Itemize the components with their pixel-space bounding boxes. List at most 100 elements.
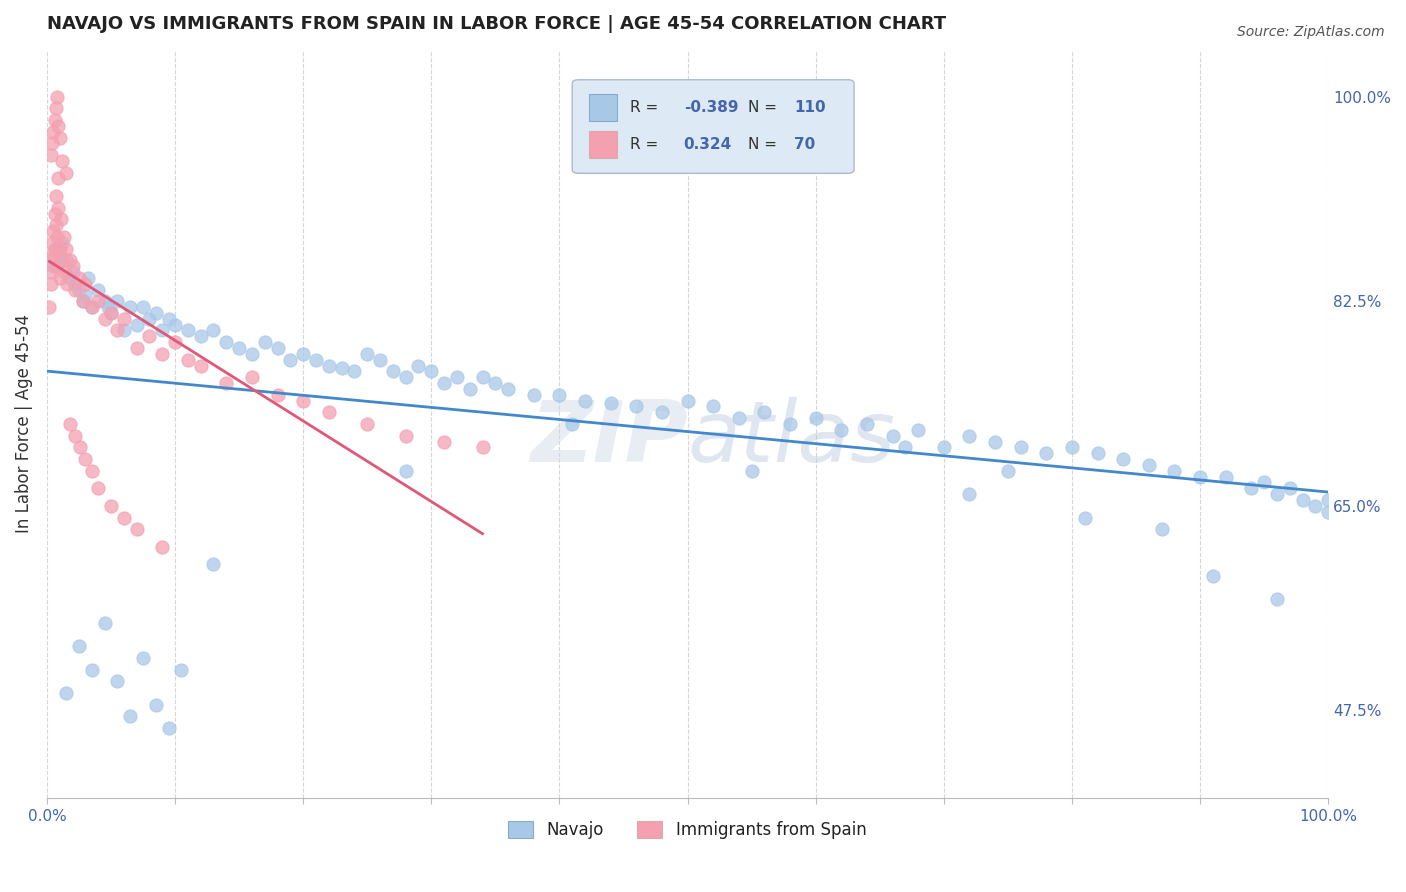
Point xyxy=(318,359,340,373)
Point xyxy=(1202,569,1225,583)
FancyBboxPatch shape xyxy=(589,94,617,121)
Point xyxy=(75,452,97,467)
Point xyxy=(80,464,103,478)
Point xyxy=(1112,452,1135,467)
Point xyxy=(100,306,122,320)
Point xyxy=(318,405,340,419)
Point xyxy=(48,171,70,186)
Legend: Navajo, Immigrants from Spain: Navajo, Immigrants from Spain xyxy=(502,814,873,846)
Point xyxy=(907,423,929,437)
Point xyxy=(1240,481,1263,495)
Point xyxy=(830,423,852,437)
Point xyxy=(59,417,82,431)
Point xyxy=(395,464,418,478)
Point xyxy=(105,674,128,689)
Point xyxy=(87,283,110,297)
Point xyxy=(177,323,200,337)
Point xyxy=(75,277,97,291)
Point xyxy=(93,311,115,326)
Point xyxy=(59,270,82,285)
Point xyxy=(984,434,1007,449)
Point xyxy=(157,311,180,326)
Point xyxy=(69,441,91,455)
Point xyxy=(523,388,546,402)
Point xyxy=(305,352,328,367)
Point xyxy=(676,393,699,408)
Point xyxy=(240,347,263,361)
Point xyxy=(80,300,103,314)
Point xyxy=(75,288,97,302)
FancyBboxPatch shape xyxy=(589,131,617,159)
Point xyxy=(368,352,391,367)
Point xyxy=(408,359,430,373)
Point xyxy=(41,136,63,151)
Point xyxy=(112,323,135,337)
Point xyxy=(202,558,225,572)
Point xyxy=(150,323,173,337)
Point xyxy=(190,359,212,373)
Point xyxy=(132,650,155,665)
Point xyxy=(163,318,186,332)
Point xyxy=(63,283,86,297)
Text: 0.324: 0.324 xyxy=(683,137,733,153)
Point xyxy=(67,283,90,297)
Point xyxy=(292,393,315,408)
Point xyxy=(1253,475,1275,490)
Point xyxy=(1265,592,1288,607)
Point xyxy=(150,347,173,361)
Point xyxy=(741,464,763,478)
Point xyxy=(125,341,148,355)
Point xyxy=(395,370,418,384)
Point xyxy=(702,400,724,414)
Text: Source: ZipAtlas.com: Source: ZipAtlas.com xyxy=(1237,25,1385,39)
Point xyxy=(190,329,212,343)
Point xyxy=(215,335,238,350)
FancyBboxPatch shape xyxy=(572,79,853,173)
Point xyxy=(894,441,917,455)
Point xyxy=(356,347,378,361)
Point xyxy=(202,323,225,337)
Point xyxy=(62,265,84,279)
Point xyxy=(93,615,115,630)
Point xyxy=(62,259,84,273)
Text: -0.389: -0.389 xyxy=(683,100,738,115)
Point xyxy=(42,224,65,238)
Point xyxy=(39,277,62,291)
Point xyxy=(51,235,73,250)
Point xyxy=(157,721,180,735)
Point xyxy=(120,709,142,723)
Point xyxy=(55,166,77,180)
Point xyxy=(381,364,404,378)
Point xyxy=(561,417,583,431)
Point xyxy=(120,300,142,314)
Point xyxy=(48,130,70,145)
Point xyxy=(471,441,494,455)
Point xyxy=(651,405,673,419)
Point xyxy=(45,101,67,115)
Point xyxy=(80,300,103,314)
Point xyxy=(105,323,128,337)
Point xyxy=(1010,441,1032,455)
Point xyxy=(433,376,456,390)
Point xyxy=(51,153,73,168)
Point xyxy=(87,294,110,309)
Point xyxy=(38,300,60,314)
Point xyxy=(343,364,366,378)
Point xyxy=(44,113,66,128)
Point xyxy=(145,698,167,712)
Point xyxy=(125,318,148,332)
Point xyxy=(574,393,596,408)
Point xyxy=(1163,464,1185,478)
Text: atlas: atlas xyxy=(688,398,896,481)
Point xyxy=(253,335,276,350)
Point xyxy=(72,294,94,309)
Point xyxy=(1305,499,1327,513)
Point xyxy=(240,370,263,384)
Y-axis label: In Labor Force | Age 45-54: In Labor Force | Age 45-54 xyxy=(15,315,32,533)
Point xyxy=(56,277,79,291)
Point xyxy=(100,306,122,320)
Point xyxy=(105,294,128,309)
Point xyxy=(67,270,90,285)
Point xyxy=(548,388,571,402)
Point xyxy=(599,396,621,410)
